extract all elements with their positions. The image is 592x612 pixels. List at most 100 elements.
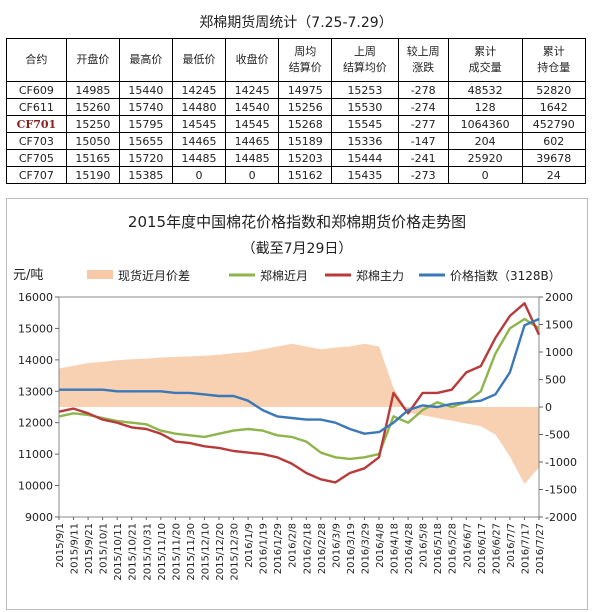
cell-open: 14985 — [65, 81, 120, 99]
x-tick-label: 2016/1/29 — [273, 523, 284, 574]
x-tick-label: 2016/5/8 — [419, 523, 430, 568]
series-line-2 — [58, 302, 541, 484]
column-header-line: 最低价 — [182, 53, 216, 66]
x-tick-label: 2016/2/28 — [317, 523, 328, 574]
cell-high: 15655 — [118, 132, 173, 150]
y-tick-label: 12000 — [18, 417, 53, 430]
x-tick-label: 2016/4/28 — [404, 523, 415, 574]
cell-oi: 452790 — [521, 115, 587, 133]
chart-subtitle: （截至7月29日） — [242, 241, 353, 257]
column-header: 累计 持仓量 — [521, 38, 587, 82]
x-tick-label: 2016/3/29 — [360, 523, 371, 574]
x-tick-label: 2016/2/18 — [302, 523, 313, 574]
y-axis-label: 元/吨 — [13, 268, 43, 283]
cell-oi: 1642 — [521, 98, 587, 116]
column-header-line: 最高价 — [129, 53, 163, 66]
cell-volume: 1064360 — [447, 115, 523, 133]
y2-tick-label: 500 — [545, 374, 566, 387]
column-header-line: 上周 — [353, 45, 376, 58]
cell-low: 14245 — [171, 81, 227, 99]
cell-settle: 15268 — [278, 115, 333, 133]
column-header-line: 周均 — [294, 45, 317, 58]
column-header: 累计 成交量 — [447, 38, 523, 82]
column-header-line: 收盘价 — [235, 53, 269, 66]
column-header-line: 结算均价 — [342, 61, 387, 74]
column-header: 收盘价 — [225, 38, 280, 82]
cell-open: 15190 — [65, 166, 120, 184]
column-header: 合约 — [6, 38, 67, 82]
cell-change: -273 — [397, 166, 449, 184]
cell-oi: 52820 — [521, 81, 587, 99]
cell-contract: CF703 — [6, 132, 67, 150]
cell-volume: 0 — [447, 166, 523, 184]
cell-open: 15260 — [65, 98, 120, 116]
cell-settle: 14975 — [278, 81, 333, 99]
x-tick-label: 2016/7/27 — [535, 523, 546, 574]
cell-settle: 15256 — [278, 98, 333, 116]
y2-tick-label: 2000 — [545, 291, 573, 304]
chart-title: 2015年度中国棉花价格指数和郑棉期货价格走势图 — [128, 213, 466, 231]
column-header-line: 累计 — [474, 45, 497, 58]
cell-low: 0 — [171, 166, 227, 184]
column-header-line: 累计 — [542, 45, 565, 58]
x-tick-label: 2015/11/10 — [157, 523, 168, 581]
column-header-line: 成交量 — [468, 61, 502, 74]
column-header-line: 持仓量 — [537, 61, 571, 74]
cell-change: -277 — [397, 115, 449, 133]
cell-oi: 24 — [521, 166, 587, 184]
x-tick-label: 2016/5/18 — [433, 523, 444, 574]
x-tick-label: 2016/7/7 — [506, 523, 517, 568]
y2-tick-label: 0 — [545, 401, 552, 414]
cell-volume: 25920 — [447, 149, 523, 167]
y-tick-label: 10000 — [18, 480, 53, 493]
x-tick-label: 2015/12/30 — [230, 523, 241, 581]
x-tick-label: 2016/3/9 — [331, 523, 342, 568]
table-row: CF701 15250 15795 14545 14545 15268 15545 -277 1… — [6, 115, 587, 133]
cell-open: 15250 — [65, 115, 120, 133]
column-header-line: 合约 — [25, 53, 48, 66]
cell-close: 14465 — [225, 132, 280, 150]
cell-open: 15165 — [65, 149, 120, 167]
cell-change: -147 — [397, 132, 449, 150]
x-tick-label: 2016/7/17 — [520, 523, 531, 574]
cell-oi: 39678 — [521, 149, 587, 167]
column-header: 上周 结算均价 — [331, 38, 399, 82]
y-tick-label: 15000 — [18, 322, 53, 335]
y-tick-label: 16000 — [18, 291, 53, 304]
column-header: 周均 结算价 — [278, 38, 333, 82]
y2-tick-label: -500 — [545, 429, 570, 442]
y2-tick-label: -2000 — [545, 511, 577, 524]
x-tick-label: 2016/4/8 — [375, 523, 386, 568]
cell-prev-settle: 15336 — [331, 132, 399, 150]
cell-contract: CF701 — [6, 115, 67, 133]
x-tick-label: 2016/2/8 — [288, 523, 299, 568]
cell-prev-settle: 15444 — [331, 149, 399, 167]
x-tick-label: 2016/1/9 — [244, 523, 255, 568]
cell-contract: CF707 — [6, 166, 67, 184]
legend-label: 郑棉主力 — [356, 268, 404, 283]
table-row: CF707 15190 15385 0 0 15162 15435 -273 0 24 — [6, 166, 587, 184]
y-tick-label: 13000 — [18, 385, 53, 398]
x-tick-label: 2015/10/1 — [99, 523, 110, 574]
cell-high: 15740 — [118, 98, 173, 116]
table-title: 郑棉期货周统计（7.25-7.29） — [199, 15, 393, 31]
chart-legend: 现货近月价差 郑棉近月 郑棉主力 价格指数（3128B） — [87, 268, 561, 283]
x-tick-label: 2016/6/27 — [491, 523, 502, 574]
cell-settle: 15189 — [278, 132, 333, 150]
x-tick-label: 2015/9/11 — [70, 523, 81, 574]
cell-change: -274 — [397, 98, 449, 116]
cell-open: 15050 — [65, 132, 120, 150]
y2-tick-label: 1500 — [545, 319, 573, 332]
cell-high: 15720 — [118, 149, 173, 167]
cell-settle: 15162 — [278, 166, 333, 184]
x-tick-label: 2015/11/30 — [186, 523, 197, 581]
cell-contract: CF705 — [6, 149, 67, 167]
table-row: CF705 15165 15720 14485 14485 15203 15444 -241 2… — [6, 149, 587, 167]
y-tick-label: 11000 — [18, 448, 53, 461]
x-tick-label: 2015/9/21 — [84, 523, 95, 574]
x-tick-label: 2016/5/28 — [448, 523, 459, 574]
cell-low: 14485 — [171, 149, 227, 167]
cell-low: 14480 — [171, 98, 227, 116]
table-row: CF609 14985 15440 14245 14245 14975 15253 -278 4… — [6, 81, 587, 99]
table-row: CF703 15050 15655 14465 14465 15189 15336 -147 2… — [6, 132, 587, 150]
